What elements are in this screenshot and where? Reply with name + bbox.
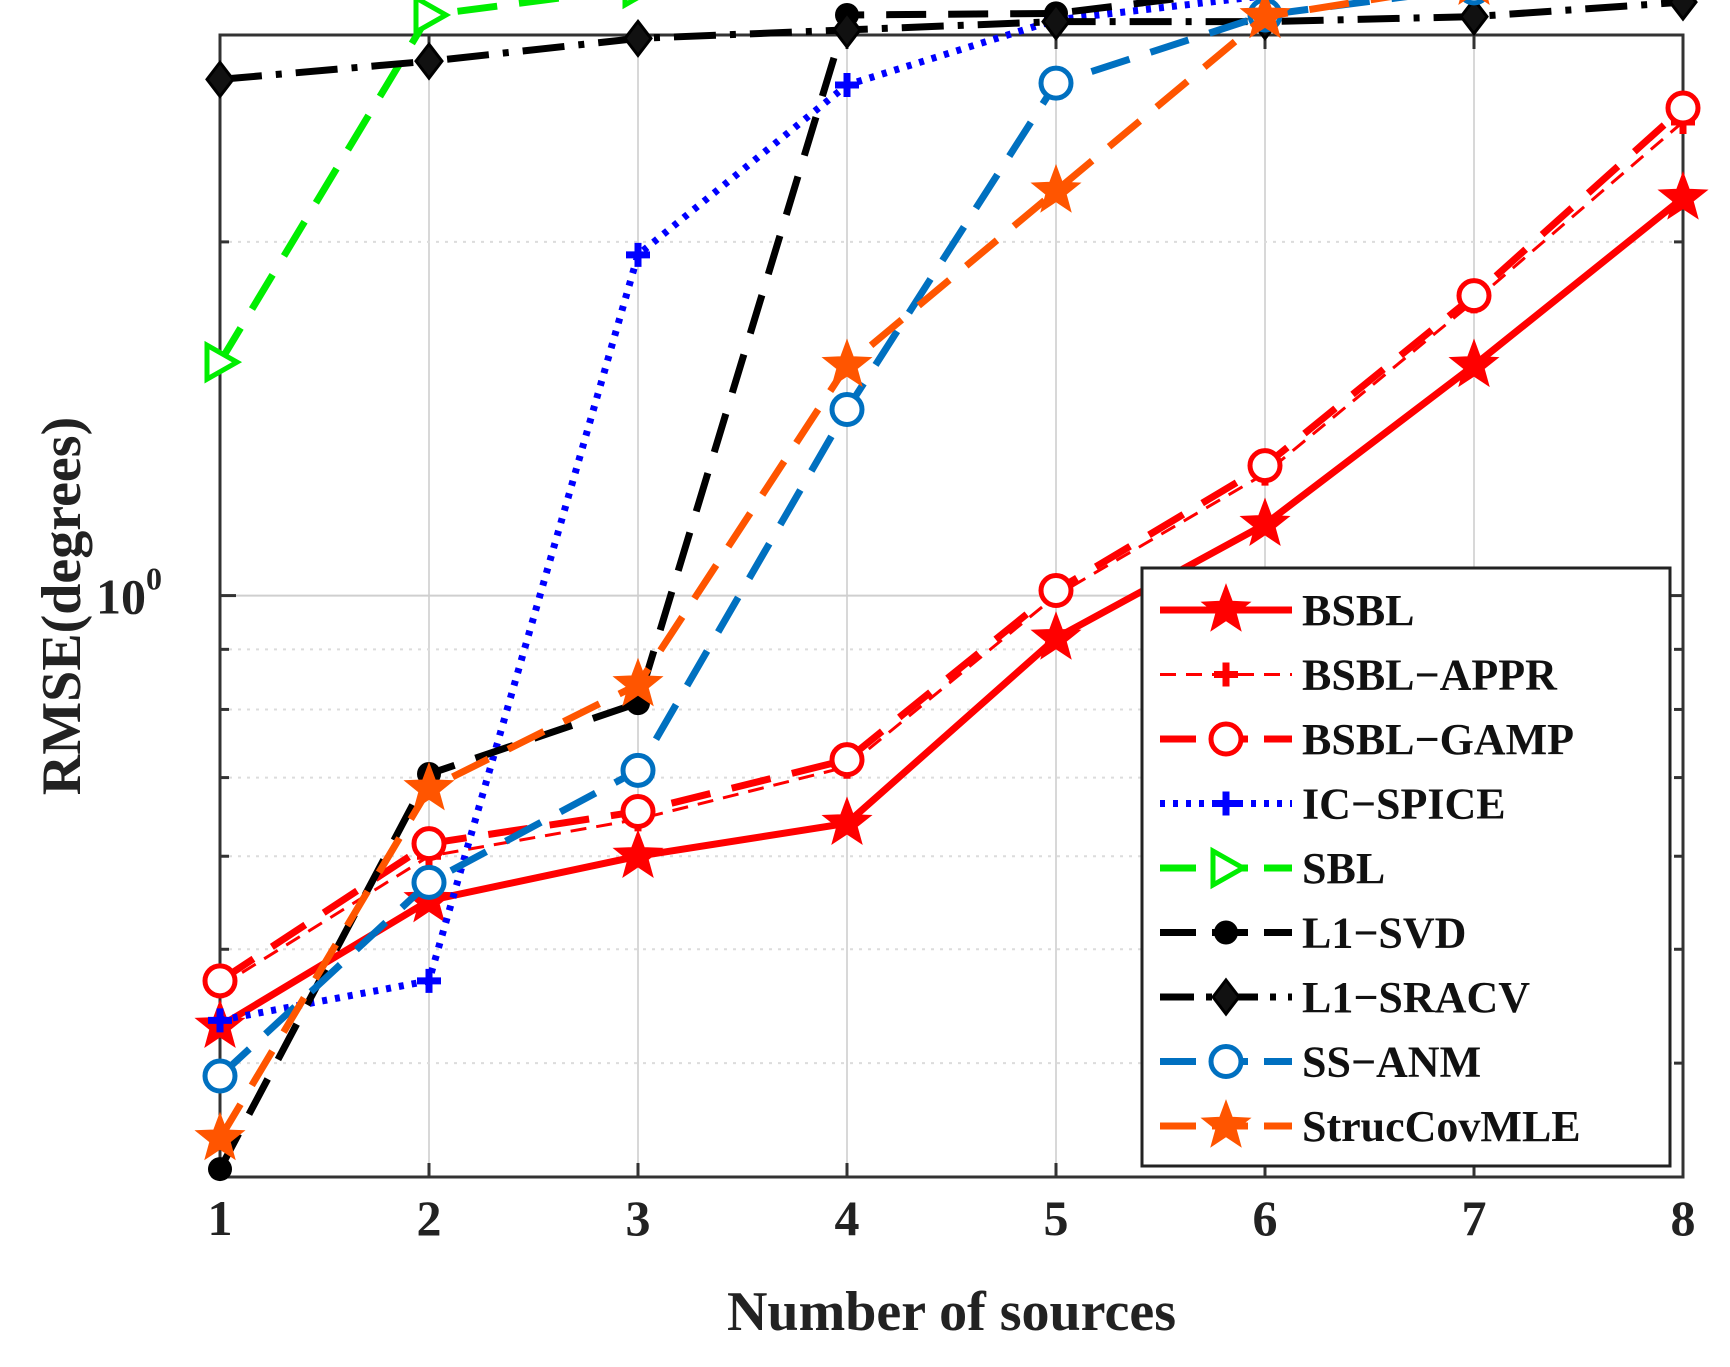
marker-circle (411, 826, 447, 862)
series-line (216, 0, 1392, 1141)
marker-dot (208, 1157, 232, 1182)
marker-diamond (205, 59, 235, 99)
marker-diamond (1668, 0, 1698, 22)
legend-label: IC−SPICE (1302, 780, 1506, 829)
series-line (218, 105, 1686, 984)
marker-star (1030, 611, 1082, 660)
y-axis-title: RMSE(degrees) (31, 417, 93, 795)
series-line (216, 0, 1195, 1171)
marker-circle (411, 864, 447, 900)
marker-triangle (1210, 846, 1249, 890)
marker-circle (829, 392, 865, 428)
legend-label: L1−SVD (1302, 909, 1466, 958)
marker-triangle (622, 0, 639, 10)
x-tick-label: 6 (1253, 1190, 1278, 1246)
marker-dot (1214, 920, 1238, 945)
plot-frame (218, 33, 1685, 1179)
marker-star (1657, 171, 1709, 220)
marker-plus (208, 1008, 232, 1033)
x-tick-label: 8 (1671, 1190, 1696, 1246)
x-tick-label: 7 (1462, 1190, 1487, 1246)
x-tick-label: 2 (417, 1190, 442, 1246)
marker-circle (202, 1058, 238, 1094)
series-bsbl-gamp (202, 90, 1701, 999)
marker-circle (202, 963, 238, 999)
legend-entry: StrucCovMLE (1160, 1099, 1581, 1151)
marker-diamond (832, 10, 862, 50)
x-tick-label: 4 (835, 1190, 860, 1246)
marker-plus (626, 242, 650, 267)
marker-plus (835, 72, 859, 97)
legend-entry: SS−ANM (1160, 1038, 1481, 1087)
marker-star (1448, 338, 1500, 388)
legend-label: BSBL−GAMP (1302, 715, 1574, 764)
marker-circle (1208, 721, 1244, 757)
marker-star (821, 796, 873, 846)
marker-circle (1247, 448, 1283, 484)
legend-entry: BSBL−GAMP (1160, 715, 1574, 764)
legend-label: SS−ANM (1302, 1038, 1481, 1087)
marker-circle (1461, 0, 1487, 6)
legend-entry: BSBL−APPR (1160, 651, 1558, 700)
marker-star (403, 761, 455, 811)
x-tick-label: 5 (1044, 1190, 1069, 1246)
marker-triangle (413, 0, 452, 37)
legend-label: BSBL−APPR (1302, 651, 1558, 700)
series-l1-sracv (205, 0, 1698, 99)
marker-circle (1665, 90, 1701, 126)
x-tick-label: 3 (626, 1190, 651, 1246)
marker-diamond (414, 41, 444, 81)
series-sbl (204, 0, 639, 384)
legend-entry: SBL (1160, 844, 1385, 893)
legend: BSBL BSBL−APPR BSBL−GAMP IC−SPICE SBL L1−SVD L… (1140, 566, 1672, 1168)
marker-star (1200, 583, 1252, 632)
legend-label: L1−SRACV (1302, 973, 1530, 1022)
legend-label: StrucCovMLE (1302, 1102, 1581, 1151)
marker-plus (1214, 791, 1238, 816)
series-line (217, 0, 572, 365)
series-line (217, 0, 1408, 1079)
legend-label: SBL (1302, 844, 1385, 893)
marker-star (1030, 164, 1082, 213)
marker-diamond (1041, 2, 1071, 42)
marker-star (1239, 497, 1291, 547)
marker-circle (1208, 1044, 1244, 1079)
marker-circle (620, 752, 656, 788)
marker-plus (1214, 662, 1238, 687)
series-line (219, 0, 1684, 83)
marker-star (821, 338, 873, 388)
marker-star (1200, 1099, 1252, 1148)
legend-label: BSBL (1302, 586, 1415, 635)
legend-entry: BSBL (1160, 583, 1415, 635)
legend-entry: L1−SVD (1160, 909, 1466, 958)
marker-diamond (1459, 0, 1489, 37)
marker-circle (620, 793, 656, 829)
series-line (219, 120, 1684, 988)
y-tick-base: 10 (96, 569, 146, 625)
y-tick-label-10e0: 100 (96, 561, 162, 625)
marker-circle (829, 742, 865, 778)
marker-triangle (204, 340, 243, 384)
marker-star (612, 657, 664, 707)
marker-star (1458, 0, 1490, 6)
marker-circle (1456, 278, 1492, 314)
x-tick-labels: 1 2 3 4 5 6 7 8 (208, 1190, 1696, 1246)
marker-plus (417, 968, 441, 993)
series-layer (194, 0, 1709, 1182)
legend-entry: L1−SRACV (1160, 973, 1530, 1022)
series-line (218, 195, 1686, 1030)
marker-circle (1038, 65, 1074, 101)
legend-entry: IC−SPICE (1160, 780, 1506, 829)
marker-star (1239, 0, 1291, 39)
x-tick-label: 1 (208, 1190, 233, 1246)
marker-diamond (1211, 977, 1241, 1017)
x-axis-title: Number of sources (727, 1281, 1176, 1343)
series-struccovmle (194, 0, 1490, 1161)
marker-star (194, 1111, 246, 1161)
marker-star (612, 829, 664, 879)
marker-circle (1038, 573, 1074, 609)
marker-diamond (623, 18, 653, 58)
y-tick-exp: 0 (146, 561, 162, 597)
